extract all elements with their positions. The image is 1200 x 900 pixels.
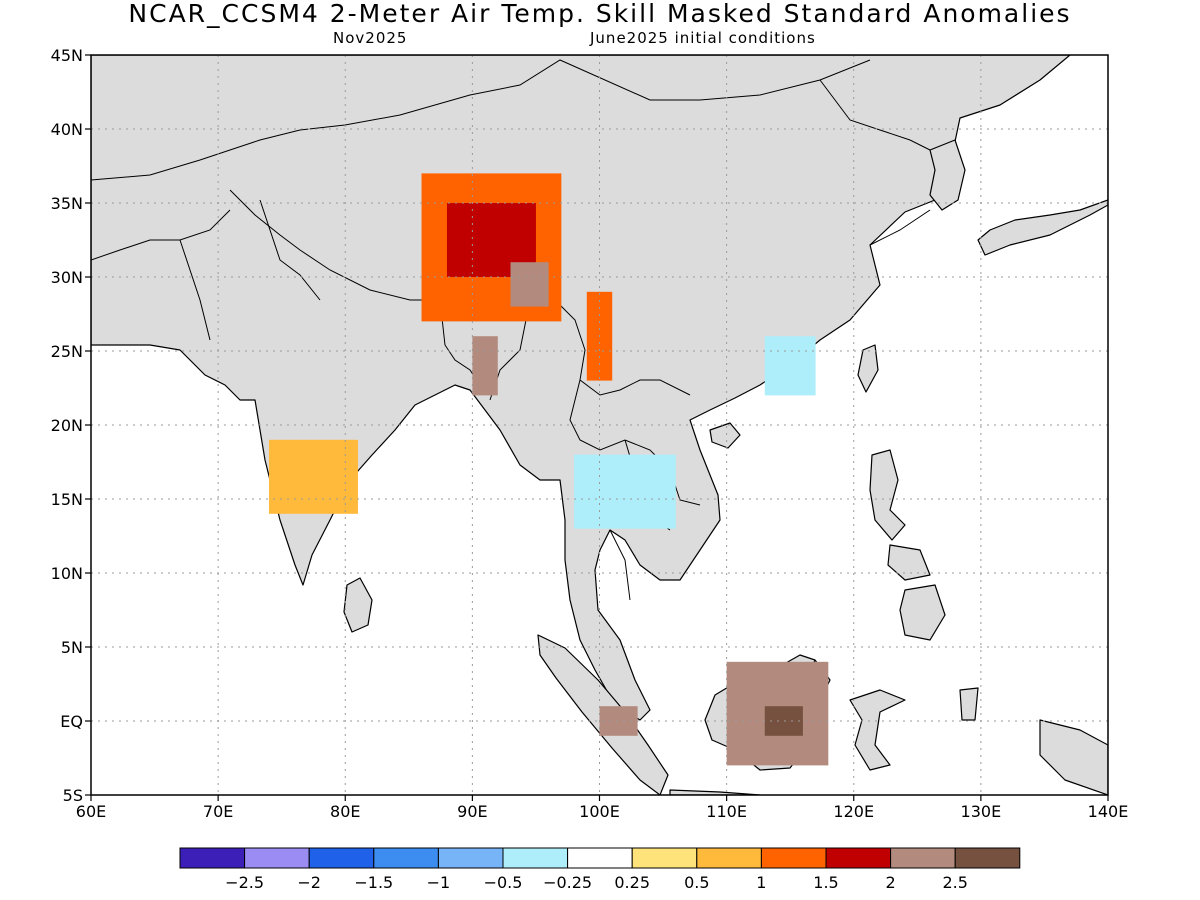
legend-label: −0.5 (484, 873, 523, 892)
y-tick-label: 30N (51, 268, 83, 287)
legend-label: −2 (297, 873, 321, 892)
x-tick-label: 110E (706, 802, 747, 821)
anomaly-cell (510, 262, 549, 307)
y-tick-label: 45N (51, 46, 83, 65)
legend-swatch (179, 847, 246, 869)
taiwan (857, 344, 879, 393)
legend-swatch (954, 847, 1021, 869)
legend-swatch (890, 847, 956, 869)
init-conditions-label: June2025 initial conditions (590, 29, 816, 47)
legend-swatch (631, 847, 698, 869)
luzon (869, 449, 906, 541)
halmahera (959, 687, 979, 721)
legend-swatch (437, 847, 504, 869)
x-tick-label: 120E (833, 802, 874, 821)
x-tick-label: 100E (579, 802, 620, 821)
legend-label: 2 (886, 873, 896, 892)
japan (977, 119, 1108, 256)
legend-swatch (373, 847, 439, 869)
legend-swatch (696, 847, 762, 869)
korea (929, 139, 966, 211)
new-guinea (1039, 719, 1108, 795)
legend-label: 1.5 (813, 873, 838, 892)
legend-label: −2.5 (225, 873, 264, 892)
sri-lanka (343, 577, 373, 633)
y-tick-label: 25N (51, 342, 83, 361)
valid-month-label: Nov2025 (333, 29, 408, 47)
anomaly-cell (268, 439, 358, 514)
legend-label: 2.5 (942, 873, 967, 892)
x-tick-label: 80E (330, 802, 360, 821)
y-tick-label: 5S (63, 786, 83, 805)
y-tick-label: 5N (61, 638, 83, 657)
anomaly-cells (268, 173, 829, 766)
legend-swatch (567, 847, 633, 869)
visayas (887, 544, 931, 581)
legend-swatch (760, 847, 827, 869)
x-tick-label: 130E (961, 802, 1002, 821)
x-tick-label: 70E (203, 802, 233, 821)
y-tick-label: 20N (51, 416, 83, 435)
legend-label: −1 (427, 873, 451, 892)
legend-swatch (825, 847, 892, 869)
x-tick-label: 60E (76, 802, 106, 821)
y-tick-label: 15N (51, 490, 83, 509)
x-tick-label: 90E (457, 802, 487, 821)
legend-swatch (244, 847, 310, 869)
sulawesi (849, 689, 906, 771)
legend-label: −0.25 (543, 873, 592, 892)
y-tick-label: 10N (51, 564, 83, 583)
mindanao (899, 584, 946, 641)
legend-label: 0.5 (684, 873, 709, 892)
legend-swatch (308, 847, 375, 869)
anomaly-cell (574, 454, 676, 529)
legend-label: 0.25 (614, 873, 650, 892)
x-tick-label: 140E (1088, 802, 1129, 821)
hainan (709, 422, 741, 449)
legend-label: −1.5 (354, 873, 393, 892)
y-tick-label: 40N (51, 120, 83, 139)
legend-label: 1 (756, 873, 766, 892)
axes: 60E 70E 80E 90E 100E 110E 120E 130E 140E 5S EQ 5N 10… (51, 46, 1129, 821)
java (669, 789, 761, 795)
y-tick-label: EQ (60, 712, 83, 731)
map-title: NCAR_CCSM4 2-Meter Air Temp. Skill Maske… (128, 0, 1072, 28)
lat-lon-grid (91, 55, 1108, 795)
legend-swatch (502, 847, 569, 869)
anomaly-cell (472, 336, 498, 396)
anomaly-cell (764, 336, 816, 396)
y-tick-label: 35N (51, 194, 83, 213)
